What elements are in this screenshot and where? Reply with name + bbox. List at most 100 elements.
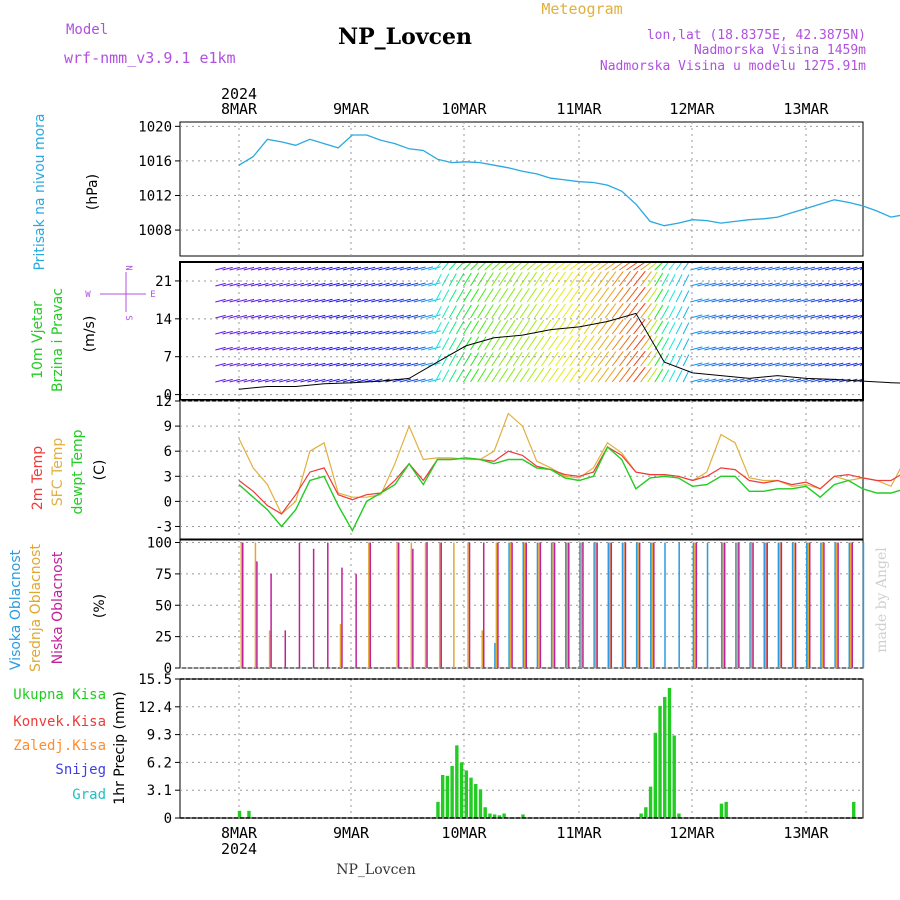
wind-arrow: [853, 346, 864, 351]
wind-arrow: [590, 303, 602, 319]
wind-arrow: [484, 272, 494, 287]
wind-arrow: [349, 298, 362, 303]
wind-arrow: [243, 362, 255, 367]
wind-arrow: [590, 319, 602, 335]
precip-bar: [469, 777, 473, 818]
cloud-bar: [497, 542, 499, 668]
wind-arrow: [618, 367, 631, 383]
dewpt-temp-ylabel: dewpt Temp: [70, 429, 86, 514]
pressure-grid: [180, 122, 863, 256]
wind-arrow: [215, 378, 226, 383]
wind-arrow: [491, 368, 502, 383]
cloud-bar: [695, 542, 698, 668]
cloud-bar: [568, 542, 570, 668]
cloud-bar: [651, 542, 654, 668]
wind-arrow: [364, 298, 376, 303]
wind-arrow: [633, 261, 646, 271]
wind-arrow: [293, 314, 305, 319]
wind-arrow: [817, 362, 830, 367]
cloud-bar: [397, 542, 400, 668]
wind-arrow: [697, 330, 710, 335]
wind-arrow: [286, 266, 297, 271]
wind-arrow: [846, 266, 858, 271]
wind-arrow: [796, 378, 809, 383]
cloud-bar: [777, 542, 780, 668]
wind-arrow: [590, 335, 602, 351]
wind-arrow: [732, 266, 745, 271]
wind-arrow: [746, 298, 759, 303]
wind-arrow: [690, 346, 703, 351]
wind-arrow: [789, 378, 802, 383]
wind-arrow: [718, 346, 731, 351]
wind-arrow: [746, 362, 759, 367]
cloud-bar: [623, 542, 625, 668]
cloud-bar: [355, 573, 357, 668]
wind-arrow: [583, 287, 595, 303]
cloud-bar: [637, 542, 639, 668]
wind-arrow: [328, 298, 340, 303]
wind-arrow: [838, 330, 851, 335]
wind-arrow: [810, 362, 823, 367]
wind-arrow: [413, 282, 426, 287]
wind-arrow: [789, 298, 802, 303]
wind-arrow: [846, 330, 858, 335]
wind-arrow: [293, 362, 305, 367]
wind-arrow: [654, 272, 664, 287]
cloud-bar: [638, 542, 641, 668]
wind-arrow: [548, 261, 559, 271]
wind-arrow: [725, 330, 738, 335]
wind-arrow: [618, 319, 631, 335]
wind-arrow: [477, 261, 487, 271]
wind-arrow: [264, 378, 276, 383]
wind-arrow: [364, 314, 376, 319]
wind-arrow: [434, 305, 442, 319]
wind-arrow: [300, 298, 312, 303]
wind-arrow: [434, 261, 442, 271]
lonlat: lon,lat (18.8375E, 42.3875N): [647, 28, 866, 43]
wind-arrow: [314, 346, 326, 351]
wind-arrow: [236, 378, 248, 383]
temperature-grid: [180, 400, 863, 539]
wind-arrow: [760, 378, 773, 383]
wind-arrow: [690, 298, 703, 303]
wind-arrow: [420, 378, 434, 383]
wind-arrow: [279, 266, 290, 271]
wind-arrow: [725, 362, 738, 367]
cloud-bar: [820, 542, 822, 668]
legend-snow: Snijeg: [55, 762, 106, 778]
wind-arrow: [427, 266, 441, 271]
wind-arrow: [611, 287, 624, 303]
pressure-yticks: 1008 1012 1016 1020: [138, 119, 180, 239]
ytick-label: 7: [164, 350, 172, 366]
high-cloud-ylabel: Visoka Oblacnost: [8, 549, 24, 670]
wind-arrow: [342, 282, 355, 287]
wind-arrow: [264, 346, 276, 351]
wind-arrow: [264, 330, 276, 335]
wind-arrow: [378, 298, 390, 303]
wind-arrow: [817, 298, 830, 303]
pressure-unit: (hPa): [85, 174, 101, 210]
wind-arrow: [441, 337, 450, 351]
ytick-label: 12.4: [138, 700, 172, 716]
wind-arrow: [335, 314, 347, 319]
wind-arrow: [824, 362, 837, 367]
wind-arrow: [732, 346, 745, 351]
wind-arrow: [264, 282, 276, 287]
wind-arrow: [853, 330, 864, 335]
wind-arrow: [307, 378, 319, 383]
wind-arrow: [349, 330, 362, 335]
wind-arrow: [789, 330, 802, 335]
wind-arrow: [399, 298, 412, 303]
wind-arrow: [455, 261, 465, 271]
wind-arrow: [321, 362, 333, 367]
precip-bar: [492, 814, 497, 818]
wind-arrow: [427, 330, 441, 335]
wind-arrow: [271, 282, 283, 287]
wind-arrow: [760, 266, 773, 271]
cloud-bar: [312, 548, 315, 668]
wind-arrow: [222, 266, 233, 271]
wind-arrow: [448, 305, 457, 319]
ytick-label: 9: [164, 419, 172, 435]
wind-arrow: [810, 378, 823, 383]
wind-arrow: [406, 298, 419, 303]
